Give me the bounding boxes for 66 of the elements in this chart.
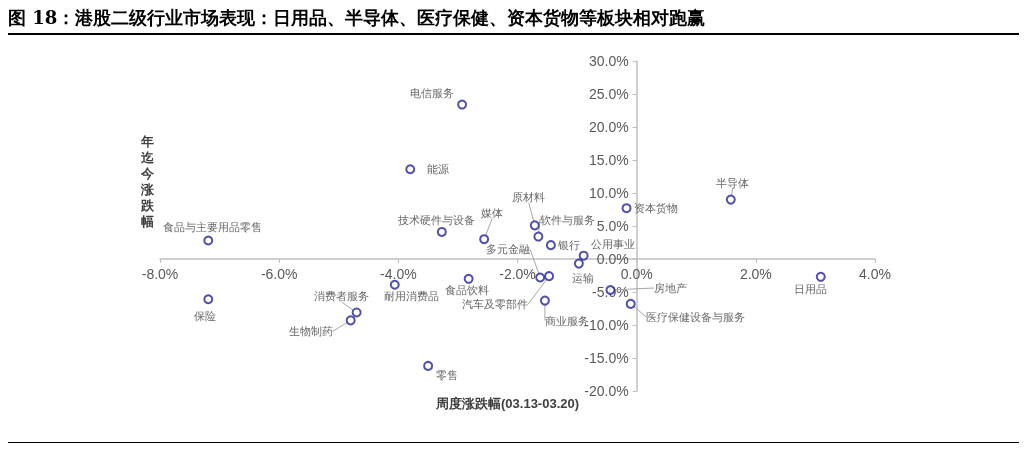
y-tick-label: 10.0% bbox=[588, 185, 629, 201]
y-tick-label: -15.0% bbox=[584, 350, 629, 366]
point bbox=[578, 250, 589, 261]
point bbox=[533, 231, 544, 242]
point bbox=[545, 240, 556, 251]
point bbox=[535, 272, 546, 283]
x-tick-label: -2.0% bbox=[499, 266, 536, 282]
y-tick-label: 25.0% bbox=[588, 86, 629, 102]
point bbox=[539, 295, 550, 306]
data-label: 医疗保健设备与服务 bbox=[646, 310, 746, 323]
point bbox=[479, 234, 490, 245]
point bbox=[436, 226, 447, 237]
point bbox=[725, 194, 736, 205]
data-label: 食品与主要用品零售 bbox=[162, 220, 262, 233]
point bbox=[457, 99, 468, 110]
data-label: 食品饮料 bbox=[444, 283, 489, 296]
x-tick-label: 0.0% bbox=[620, 266, 653, 282]
data-label: 半导体 bbox=[716, 176, 750, 189]
point bbox=[625, 298, 636, 309]
chart-title: 图 18：港股二级行业市场表现：日用品、半导体、医疗保健、资本货物等板块相对跑赢 bbox=[8, 4, 1019, 35]
data-label: 银行 bbox=[556, 239, 580, 252]
point bbox=[463, 273, 474, 284]
data-label: 技术硬件与设备 bbox=[397, 213, 476, 226]
x-tick-label: 2.0% bbox=[739, 266, 772, 282]
point bbox=[815, 271, 826, 282]
y-tick-label: -5.0% bbox=[592, 284, 629, 300]
y-tick-label: 5.0% bbox=[596, 218, 629, 234]
data-label: 耐用消费品 bbox=[384, 289, 440, 302]
point bbox=[544, 271, 555, 282]
point bbox=[345, 315, 356, 326]
data-label: 电信服务 bbox=[410, 86, 455, 99]
data-label: 房地产 bbox=[653, 282, 687, 295]
point bbox=[423, 360, 434, 371]
data-label: 能源 bbox=[427, 163, 450, 176]
x-tick-label: -8.0% bbox=[141, 266, 179, 282]
data-label: 原材料 bbox=[512, 191, 546, 204]
y-tick-label: -20.0% bbox=[584, 383, 629, 399]
data-label: 消费者服务 bbox=[314, 290, 370, 303]
point bbox=[389, 279, 400, 290]
point bbox=[351, 307, 362, 318]
data-label: 生物制药 bbox=[288, 325, 333, 338]
point bbox=[405, 164, 416, 175]
x-tick-label: -6.0% bbox=[260, 266, 298, 282]
data-label: 资本货物 bbox=[633, 202, 678, 215]
point bbox=[573, 258, 584, 269]
data-label: 零售 bbox=[436, 368, 459, 381]
y-tick-label: 30.0% bbox=[588, 53, 629, 69]
data-label: 运输 bbox=[571, 271, 594, 284]
data-label: 日用品 bbox=[794, 282, 828, 295]
data-label: 公用事业 bbox=[590, 237, 635, 250]
data-label: 媒体 bbox=[481, 207, 504, 220]
x-tick-label: -4.0% bbox=[380, 266, 417, 282]
y-tick-label: 15.0% bbox=[588, 152, 629, 168]
x-axis-title: 周度涨跌幅(03.13-03.20) bbox=[436, 395, 580, 413]
point bbox=[529, 220, 540, 231]
y-tick-label: 0.0% bbox=[596, 251, 629, 267]
point bbox=[621, 203, 632, 214]
x-tick-label: 4.0% bbox=[859, 266, 891, 282]
y-axis-title: 年迄今涨跌幅 bbox=[141, 134, 155, 230]
y-tick-label: 20.0% bbox=[588, 119, 629, 135]
data-label: 保险 bbox=[194, 310, 217, 323]
data-label: 软件与服务 bbox=[539, 213, 595, 226]
point bbox=[203, 235, 214, 246]
data-label: 多元金融 bbox=[486, 243, 531, 256]
point bbox=[203, 294, 214, 305]
data-label: 汽车及零部件 bbox=[462, 298, 529, 311]
